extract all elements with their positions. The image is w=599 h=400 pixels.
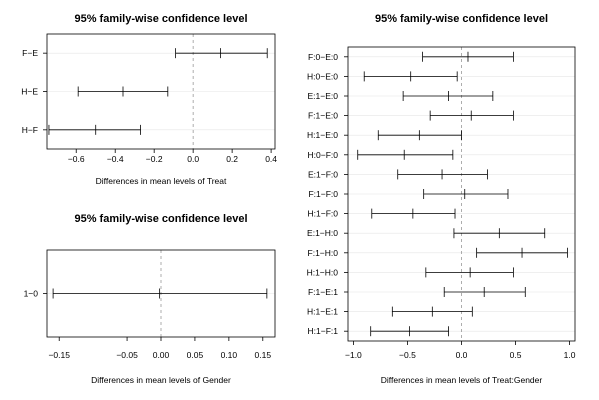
confidence-interval: [357, 149, 454, 160]
confidence-interval: [363, 71, 458, 82]
panel-treat-gender: 95% family-wise confidence level F:0−E:0 H…: [307, 13, 576, 385]
y-tick-label: H:1−F:1: [308, 326, 339, 336]
confidence-interval: [391, 306, 473, 317]
x-tick-label: 1.0: [564, 350, 576, 360]
chart-title: 95% family-wise confidence level: [74, 13, 247, 25]
y-tick-label: F:1−E:0: [308, 111, 338, 121]
y-tick-label: H:0−E:0: [307, 71, 338, 81]
confidence-interval: [422, 51, 514, 62]
y-tick-label: H:0−F:0: [308, 150, 339, 160]
y-tick-label: H:1−H:0: [307, 267, 339, 277]
y-tick-label: F:1−E:1: [308, 287, 338, 297]
chart-title: 95% family-wise confidence level: [375, 13, 548, 25]
x-axis-label: Differences in mean levels of Gender: [91, 375, 231, 385]
confidence-interval: [175, 48, 268, 59]
x-tick-label: −0.05: [116, 350, 138, 360]
y-tick-label: H:1−E:1: [307, 307, 338, 317]
confidence-interval: [476, 247, 568, 258]
x-tick-label: 0.10: [221, 350, 238, 360]
confidence-interval: [402, 91, 494, 101]
x-tick-label: 0.2: [226, 154, 238, 164]
confidence-interval: [429, 110, 514, 121]
confidence-interval: [423, 189, 509, 199]
confidence-interval: [48, 124, 141, 135]
y-tick-label: F:1−H:0: [308, 248, 339, 258]
chart-title: 95% family-wise confidence level: [74, 213, 247, 225]
x-axis-label: Differences in mean levels of Treat: [96, 176, 227, 186]
y-tick-label: H−F: [22, 125, 38, 135]
confidence-interval: [52, 288, 268, 299]
confidence-interval: [443, 287, 526, 297]
x-tick-label: −0.15: [48, 350, 70, 360]
x-tick-label: −1.0: [345, 350, 362, 360]
confidence-interval: [397, 169, 488, 180]
confidence-interval: [77, 86, 169, 97]
y-tick-label: E:1−E:0: [308, 91, 339, 101]
y-tick-label: E:1−H:0: [307, 228, 338, 238]
y-tick-label: 1−0: [24, 289, 39, 299]
confidence-interval: [370, 326, 449, 337]
x-tick-label: −0.6: [68, 154, 85, 164]
y-tick-label: H:1−E:0: [307, 130, 338, 140]
x-tick-label: 0.05: [187, 350, 204, 360]
y-tick-label: F:0−E:0: [308, 52, 338, 62]
y-tick-label: H:1−F:0: [308, 209, 339, 219]
y-tick-label: E:1−F:0: [308, 169, 338, 179]
x-tick-label: 0.0: [456, 350, 468, 360]
x-tick-label: 0.5: [510, 350, 522, 360]
x-tick-label: −0.4: [107, 154, 124, 164]
x-tick-label: 0.00: [153, 350, 170, 360]
confidence-interval: [453, 228, 546, 239]
confidence-interval: [425, 267, 514, 278]
y-tick-label: F:1−F:0: [308, 189, 338, 199]
confidence-interval: [371, 208, 456, 219]
panel-gender: 95% family-wise confidence level 1−0 −0.15…: [24, 213, 276, 385]
confidence-interval: [377, 130, 462, 141]
panel-treat: 95% family-wise confidence level F−E H−E H−…: [21, 13, 277, 186]
x-tick-label: −0.2: [146, 154, 163, 164]
x-tick-label: 0.4: [265, 154, 277, 164]
x-tick-label: 0.0: [187, 154, 199, 164]
x-tick-label: 0.15: [255, 350, 272, 360]
y-tick-label: F−E: [22, 48, 38, 58]
x-axis-label: Differences in mean levels of Treat:Gend…: [381, 375, 543, 385]
x-tick-label: −0.5: [399, 350, 416, 360]
y-tick-label: H−E: [21, 87, 38, 97]
